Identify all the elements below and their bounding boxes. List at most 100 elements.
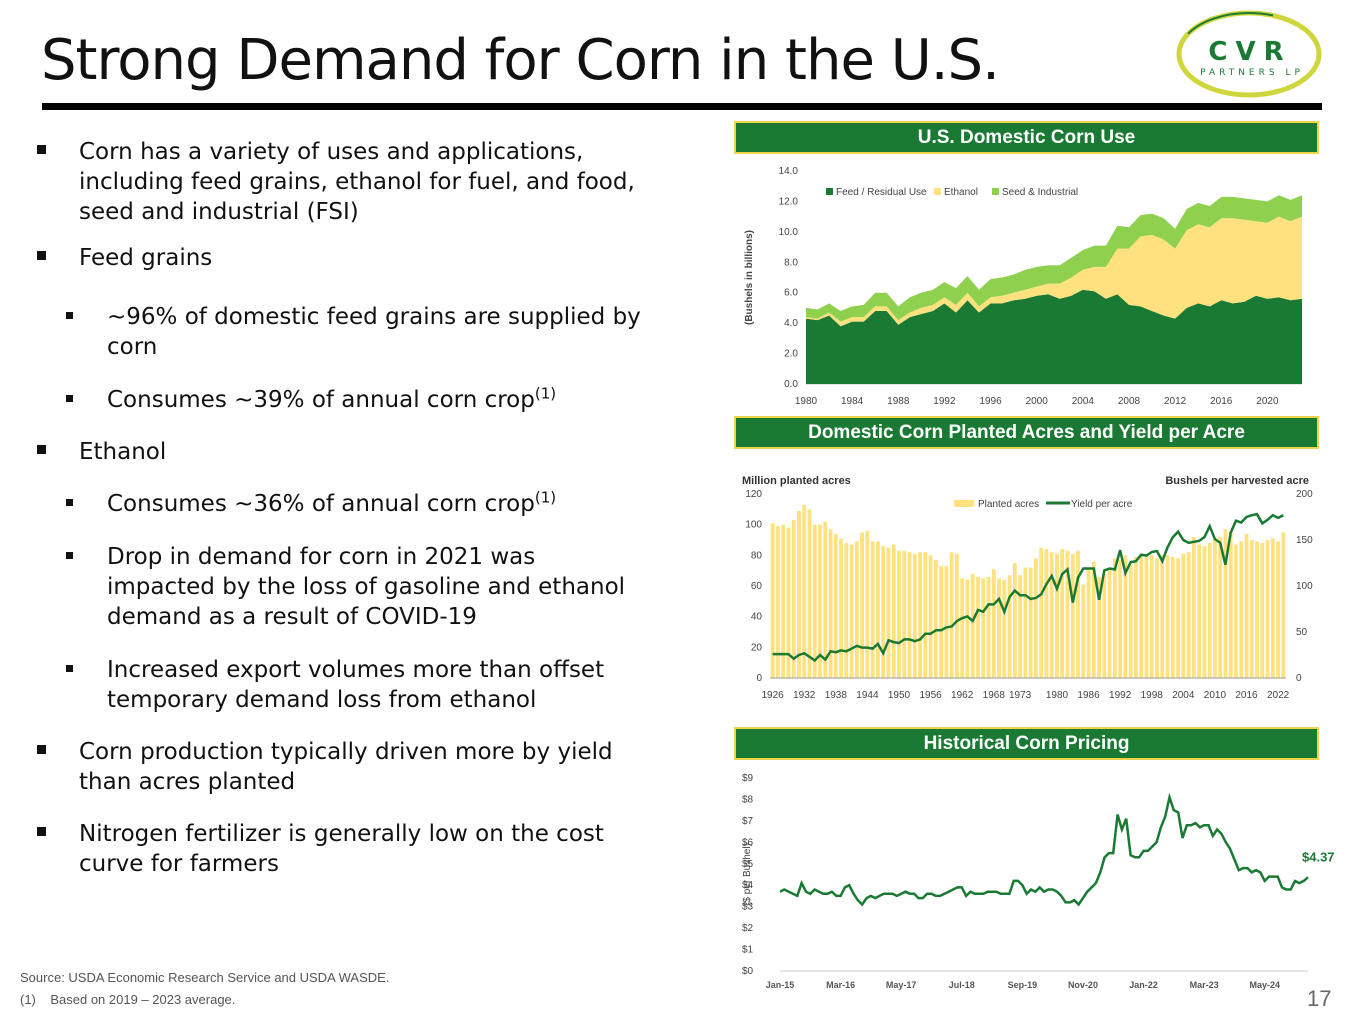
yield-line — [772, 512, 1284, 663]
x-tick-label: 2004 — [1072, 396, 1095, 407]
x-tick-label: 1956 — [919, 690, 942, 701]
acres-bar — [1228, 532, 1233, 678]
sub-bullet-marker — [66, 312, 73, 319]
y-tick-label: $7 — [742, 816, 754, 827]
panel-title-corn-use: U.S. Domestic Corn Use — [734, 121, 1319, 154]
acres-bar — [839, 538, 843, 678]
acres-bar — [907, 552, 912, 678]
bullet-ethanol: Ethanol — [79, 439, 167, 465]
area-seed-industrial — [806, 195, 1302, 322]
x-tick-label: 1980 — [1046, 690, 1069, 701]
x-tick-label: 2004 — [1172, 690, 1195, 701]
bullet-marker — [37, 445, 46, 454]
y-tick-label: $4 — [742, 880, 754, 891]
x-tick-label: Jan-15 — [766, 980, 795, 990]
x-tick-label: 1992 — [933, 396, 956, 407]
sub-bullet-ethanol-consumption: Consumes ~36% of annual corn crop(1) — [107, 489, 647, 519]
x-tick-label: 2012 — [1164, 396, 1187, 407]
acres-bar — [770, 523, 775, 678]
acres-bar — [823, 521, 828, 678]
y-tick-label: 6.0 — [784, 288, 798, 299]
y-tick-label: $0 — [742, 966, 754, 977]
bullet-corn-uses: Corn has a variety of uses and applicati… — [79, 139, 635, 225]
x-tick-label: 1938 — [825, 690, 848, 701]
x-tick-label: May-24 — [1249, 980, 1280, 990]
x-tick-label: 2016 — [1235, 690, 1258, 701]
acres-bar — [970, 573, 975, 678]
legend-swatch — [992, 188, 999, 195]
x-tick-label: 1962 — [951, 690, 974, 701]
acres-bar — [965, 579, 970, 678]
acres-bar — [828, 529, 833, 678]
acres-bar — [1160, 555, 1165, 678]
acres-bar — [1007, 575, 1012, 678]
y-tick-label: 0.0 — [784, 379, 798, 390]
y-tick-label: $5 — [742, 859, 754, 870]
acres-bar — [1155, 558, 1159, 678]
y-tick-label: 8.0 — [784, 257, 798, 268]
acres-bar — [807, 509, 812, 678]
logo-cvr: CVR — [1208, 37, 1291, 67]
acres-bar — [1091, 561, 1096, 678]
sub-bullet-feed-supply: ~96% of domestic feed grains are supplie… — [107, 304, 641, 360]
acres-bar — [1170, 556, 1175, 678]
logo-ring-accent — [1178, 12, 1320, 96]
acres-bar — [1218, 536, 1223, 678]
legend-swatch-acres — [954, 500, 974, 507]
acres-bar — [876, 541, 880, 678]
right-y-tick-label: 150 — [1296, 535, 1313, 546]
bullet-marker — [37, 251, 46, 260]
legend-swatch — [934, 188, 941, 195]
bullet-yield-driven: Corn production typically driven more by… — [79, 739, 613, 795]
acres-bar — [1213, 538, 1217, 678]
left-y-tick-label: 60 — [751, 581, 763, 592]
acres-bar — [1002, 579, 1007, 678]
sub-bullet-marker — [66, 395, 73, 402]
x-tick-label: 1986 — [1077, 690, 1100, 701]
acres-bar — [1039, 547, 1044, 678]
y-tick-label: 4.0 — [784, 318, 798, 329]
x-tick-label: 1932 — [793, 690, 816, 701]
bullet-marker — [37, 827, 46, 836]
acres-bar — [912, 553, 917, 678]
acres-bar — [833, 533, 838, 678]
x-tick-label: Jul-18 — [949, 980, 975, 990]
x-tick-label: 1973 — [1009, 690, 1032, 701]
acres-bar — [1012, 563, 1017, 678]
x-tick-label: 1980 — [795, 396, 818, 407]
footnote-marker: (1) — [20, 992, 36, 1007]
x-tick-label: Nov-20 — [1068, 980, 1098, 990]
acres-bar — [1107, 567, 1112, 678]
footnote-1: (1) Based on 2019 – 2023 average. — [20, 992, 235, 1007]
acres-bar — [1070, 553, 1075, 678]
acres-bar — [1128, 564, 1133, 678]
acres-bar — [1018, 575, 1022, 678]
acres-bar — [1055, 553, 1059, 678]
left-y-tick-label: 120 — [745, 489, 762, 500]
acres-bar — [976, 576, 980, 678]
y-tick-label: $1 — [742, 945, 754, 956]
latest-price-label: $4.37 — [1302, 849, 1335, 864]
acres-bar — [1244, 533, 1249, 678]
corn-use-area-chart: 0.0 2.0 4.0 6.0 8.0 10.0 12.0 14.0 1980 1984 1988 1… — [744, 166, 1302, 407]
acres-bar — [949, 552, 954, 678]
acres-bar — [1239, 541, 1244, 678]
acres-bar — [1049, 552, 1054, 678]
acres-bar — [1176, 558, 1180, 678]
acres-bar — [881, 546, 886, 678]
acres-bar — [1144, 555, 1149, 678]
acres-bar — [870, 541, 875, 678]
title-divider — [42, 103, 1322, 110]
panel-title-corn-pricing: Historical Corn Pricing — [734, 727, 1319, 760]
feed-consumption-text: Consumes ~39% of annual corn crop — [107, 387, 535, 413]
acres-bar — [1165, 555, 1170, 678]
acres-bar — [1265, 540, 1270, 678]
y-axis-title: (Bushels in billions) — [744, 230, 755, 325]
x-tick-label: 2010 — [1204, 690, 1227, 701]
acres-bar — [1065, 550, 1070, 678]
panel-title-acres-yield: Domestic Corn Planted Acres and Yield pe… — [734, 416, 1319, 449]
right-y-tick-label: 0 — [1296, 673, 1302, 684]
acres-bar — [902, 550, 907, 678]
acres-bar — [1260, 543, 1265, 678]
sub-bullet-feed-consumption: Consumes ~39% of annual corn crop(1) — [107, 385, 647, 415]
